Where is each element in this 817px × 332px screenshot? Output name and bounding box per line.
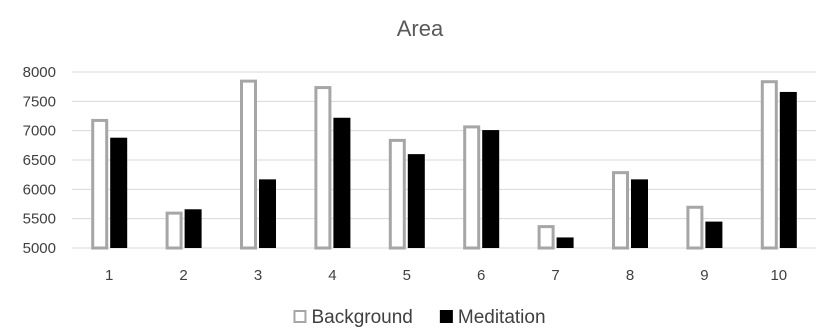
y-tick-label: 5000	[23, 240, 56, 257]
x-tick-label: 1	[105, 267, 113, 284]
bar-background-5	[388, 138, 406, 250]
x-tick-label: 2	[179, 267, 187, 284]
bar-meditation-7	[556, 237, 574, 248]
y-tick-label: 7500	[23, 93, 56, 110]
y-tick-label: 7000	[23, 123, 56, 140]
chart-title: Area	[397, 16, 444, 41]
bar-background-4	[314, 86, 332, 250]
bar-meditation-1	[110, 137, 128, 248]
bar-background-8	[612, 171, 629, 250]
bar-background-3	[240, 79, 257, 250]
bar-background-6	[463, 125, 481, 250]
x-tick-label: 6	[477, 267, 485, 284]
bar-meditation-10	[779, 91, 797, 249]
y-tick-label: 6000	[23, 181, 56, 198]
legend-swatch-meditation	[439, 310, 453, 323]
legend-label-background: Background	[311, 307, 412, 328]
bar-meditation-5	[407, 154, 425, 248]
y-axis-ticks: 5000 5500 6000 6500 7000 7500 8000	[23, 64, 56, 257]
bar-meditation-2	[184, 209, 202, 248]
bar-meditation-6	[482, 130, 500, 248]
y-tick-label: 5500	[23, 211, 56, 228]
bar-background-2	[165, 211, 183, 250]
legend-label-meditation: Meditation	[458, 307, 546, 328]
x-tick-label: 3	[254, 267, 262, 284]
bar-background-9	[686, 205, 704, 250]
gridlines	[72, 71, 816, 249]
x-tick-label: 9	[700, 267, 708, 284]
x-tick-label: 4	[328, 267, 336, 284]
legend-swatch-background	[293, 310, 307, 323]
bar-meditation-4	[333, 117, 351, 248]
bar-background-10	[760, 80, 778, 250]
bars	[91, 79, 797, 250]
y-tick-label: 8000	[23, 64, 56, 81]
y-tick-label: 6500	[23, 152, 56, 169]
bar-background-1	[91, 118, 109, 250]
bar-meditation-8	[631, 179, 648, 248]
bar-meditation-3	[259, 179, 276, 248]
x-tick-label: 5	[403, 267, 411, 284]
bar-meditation-9	[705, 221, 723, 248]
x-tick-label: 8	[626, 267, 634, 284]
legend: Background Meditation	[293, 307, 546, 328]
x-tick-label: 10	[770, 267, 787, 284]
x-tick-label: 7	[551, 267, 559, 284]
bar-background-7	[537, 225, 555, 250]
x-axis-ticks: 1 2 3 4 5 6 7 8 9 10	[105, 267, 787, 284]
